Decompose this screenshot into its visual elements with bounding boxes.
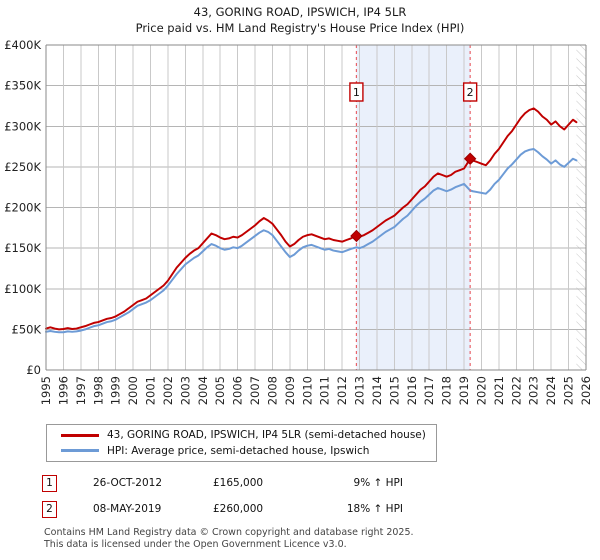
x-tick-label: 2018 bbox=[440, 376, 454, 405]
x-tick-label: 2024 bbox=[544, 376, 558, 405]
x-tick-label: 2017 bbox=[422, 376, 436, 405]
x-tick-label: 2014 bbox=[370, 376, 384, 405]
transaction-index-badge: 2 bbox=[42, 500, 57, 518]
x-tick-label: 2025 bbox=[562, 376, 576, 405]
x-tick-label: 1996 bbox=[56, 376, 70, 405]
x-tick-label: 2020 bbox=[475, 376, 489, 405]
footer-line-2: This data is licensed under the Open Gov… bbox=[44, 538, 347, 550]
y-tick-label: £100K bbox=[4, 282, 41, 296]
x-tick-label: 2019 bbox=[457, 376, 471, 405]
sale-point-marker[interactable] bbox=[463, 152, 477, 165]
page-title: 43, GORING ROAD, IPSWICH, IP4 5LR Price … bbox=[0, 0, 600, 36]
x-tick-label: 2005 bbox=[213, 376, 227, 405]
x-tick-label: 2011 bbox=[318, 376, 332, 405]
sale-point-marker[interactable] bbox=[350, 229, 363, 243]
transaction-price: £260,000 bbox=[213, 503, 264, 515]
y-tick-label: £50K bbox=[12, 322, 42, 336]
x-axis-tick-labels: 1995 1996 1997 1998 1999 2000 2001 2002 2003 2004… bbox=[39, 376, 593, 405]
transactions-table: 1 26-OCT-2012 £165,000 9% ↑ HPI 2 08-MAY… bbox=[42, 470, 462, 522]
x-tick-label: 1997 bbox=[74, 376, 88, 405]
x-tick-label: 2026 bbox=[579, 376, 593, 405]
x-tick-label: 2015 bbox=[387, 376, 401, 405]
chart-axes bbox=[45, 44, 587, 371]
transaction-index-badge: 1 bbox=[42, 474, 57, 492]
y-tick-label: £250K bbox=[4, 160, 41, 174]
x-tick-label: 2010 bbox=[300, 376, 314, 405]
legend-swatch-blue bbox=[61, 449, 99, 453]
x-tick-label: 2021 bbox=[492, 376, 506, 405]
x-tick-label: 2016 bbox=[405, 376, 419, 405]
y-tick-label: £300K bbox=[4, 119, 41, 133]
transaction-date: 26-OCT-2012 bbox=[93, 477, 162, 489]
x-tick-label: 2022 bbox=[509, 376, 523, 405]
y-tick-label: £0 bbox=[26, 363, 41, 377]
x-tick-label: 2003 bbox=[178, 376, 192, 405]
x-tick-label: 2002 bbox=[161, 376, 175, 405]
footer-line-1: Contains HM Land Registry data © Crown c… bbox=[44, 527, 414, 538]
chart-gridlines bbox=[46, 44, 586, 371]
x-tick-label: 2012 bbox=[335, 376, 349, 405]
legend-label-price-paid: 43, GORING ROAD, IPSWICH, IP4 5LR (semi-… bbox=[107, 429, 426, 442]
x-tick-label: 2023 bbox=[527, 376, 541, 405]
x-tick-label: 2000 bbox=[126, 376, 140, 405]
event-label-box bbox=[462, 82, 478, 102]
chart-subtitle: Price paid vs. HM Land Registry's House … bbox=[135, 21, 465, 35]
x-tick-label: 2001 bbox=[144, 376, 158, 405]
x-tick-label: 2013 bbox=[353, 376, 367, 405]
footer-attribution: Contains HM Land Registry data © Crown c… bbox=[44, 527, 584, 550]
x-tick-label: 1999 bbox=[109, 376, 123, 405]
transaction-hpi-delta: 9% ↑ HPI bbox=[353, 477, 403, 489]
x-tick-label: 1995 bbox=[39, 376, 53, 405]
table-row: 2 08-MAY-2019 £260,000 18% ↑ HPI bbox=[42, 496, 462, 522]
event-label-text: 1 bbox=[353, 86, 360, 99]
chart-title: 43, GORING ROAD, IPSWICH, IP4 5LR bbox=[193, 5, 407, 19]
legend-item-price-paid: 43, GORING ROAD, IPSWICH, IP4 5LR (semi-… bbox=[53, 429, 430, 442]
x-tick-label: 2006 bbox=[231, 376, 245, 405]
transaction-hpi-delta: 18% ↑ HPI bbox=[346, 503, 403, 515]
transaction-price: £165,000 bbox=[213, 477, 264, 489]
x-tick-label: 2009 bbox=[283, 376, 297, 405]
y-tick-label: £150K bbox=[4, 241, 41, 255]
table-row: 1 26-OCT-2012 £165,000 9% ↑ HPI bbox=[42, 470, 462, 496]
y-tick-label: £400K bbox=[4, 38, 41, 52]
x-tick-label: 2004 bbox=[196, 376, 210, 405]
transaction-date: 08-MAY-2019 bbox=[93, 503, 162, 515]
legend-label-hpi: HPI: Average price, semi-detached house,… bbox=[107, 444, 370, 457]
chart-legend: 43, GORING ROAD, IPSWICH, IP4 5LR (semi-… bbox=[46, 424, 437, 462]
y-tick-label: £350K bbox=[4, 79, 41, 93]
chart-series-group bbox=[45, 107, 578, 334]
legend-swatch-red bbox=[61, 433, 99, 437]
series-line-hpi bbox=[45, 148, 578, 334]
y-tick-label: £200K bbox=[4, 201, 41, 215]
event-label-box bbox=[349, 82, 364, 102]
event-label-text: 2 bbox=[467, 86, 474, 99]
x-tick-label: 2008 bbox=[266, 376, 280, 405]
x-tick-label: 2007 bbox=[248, 376, 262, 405]
legend-item-hpi: HPI: Average price, semi-detached house,… bbox=[53, 445, 430, 458]
y-axis-tick-labels: £0 £50K £100K £150K £200K £250K £300K £350K £400… bbox=[4, 38, 41, 377]
series-line-price-paid bbox=[45, 107, 578, 331]
x-tick-label: 1998 bbox=[91, 376, 105, 405]
